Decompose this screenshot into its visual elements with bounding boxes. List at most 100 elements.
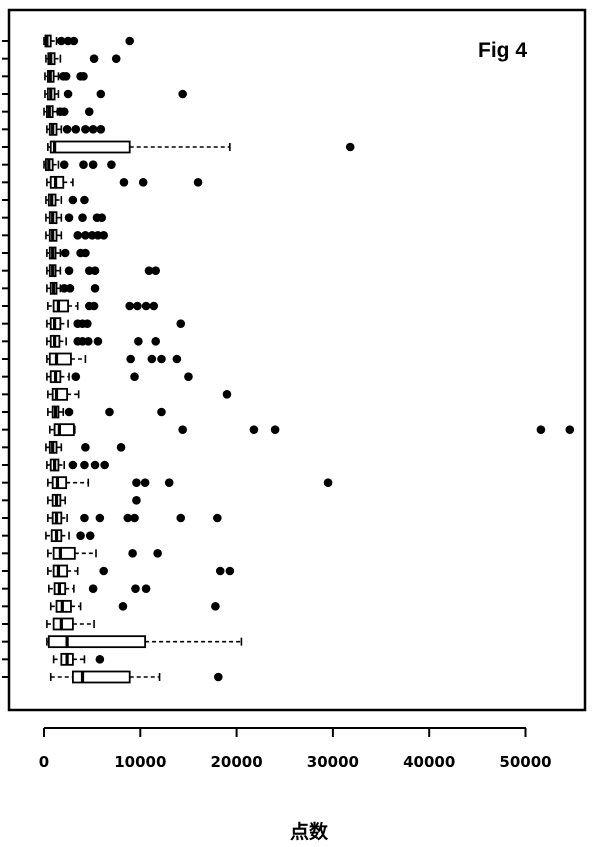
outlier-point [85, 531, 95, 540]
outlier-point [153, 549, 162, 558]
outlier-point [93, 337, 103, 346]
outlier-point [126, 354, 135, 364]
outlier-point [73, 231, 83, 240]
box-group [47, 546, 162, 560]
outlier-point [157, 407, 166, 417]
box-group [46, 617, 95, 631]
outlier-point [60, 248, 70, 258]
outlier-point [100, 460, 109, 470]
box [51, 476, 68, 490]
box-group [46, 334, 161, 348]
outlier-point [140, 478, 150, 487]
outlier-point [125, 36, 135, 46]
outlier-point [68, 195, 78, 205]
outlier-point [211, 602, 220, 611]
x-tick-label: 30000 [307, 753, 359, 771]
box [71, 670, 131, 684]
outlier-point [222, 390, 232, 399]
box [52, 546, 76, 560]
outlier-point [176, 319, 186, 328]
outlier-point [141, 584, 151, 593]
box-group [47, 564, 235, 578]
box-group [45, 529, 95, 543]
x-tick-label: 10000 [114, 753, 166, 771]
box-group [43, 34, 135, 48]
outlier-point [345, 142, 355, 152]
outlier-point [99, 566, 109, 576]
outlier-point [90, 460, 100, 470]
box-group [44, 87, 187, 101]
outlier-point [125, 301, 135, 311]
box [52, 564, 69, 578]
outlier-point [88, 584, 98, 593]
outlier-point [214, 672, 223, 682]
outlier-point [81, 125, 90, 134]
outlier-point [249, 425, 259, 434]
outlier-point [193, 178, 203, 187]
box-series [43, 34, 575, 684]
outlier-point [65, 284, 75, 293]
box [51, 387, 69, 401]
outlier-point [68, 460, 78, 470]
outlier-point [99, 231, 109, 240]
outlier-point [71, 372, 81, 381]
outlier-point [176, 513, 186, 523]
outlier-point [83, 319, 92, 328]
outlier-point [80, 460, 89, 470]
outlier-point [59, 107, 69, 116]
outlier-point [76, 531, 85, 540]
box-group [47, 511, 222, 525]
outlier-point [64, 266, 74, 275]
outlier-point [69, 36, 79, 46]
box [48, 352, 72, 366]
box [47, 635, 147, 649]
outlier-point [151, 266, 161, 275]
outlier-point [89, 301, 99, 311]
outlier-point [81, 248, 90, 258]
outlier-point [97, 213, 107, 222]
box-group [47, 299, 159, 313]
outlier-point [172, 354, 182, 364]
box-group [46, 317, 186, 331]
box-group [49, 670, 223, 684]
outlier-point [147, 354, 157, 364]
box-group [48, 582, 151, 596]
outlier-point [90, 266, 100, 275]
outlier-point [61, 72, 71, 81]
outlier-point [62, 125, 72, 134]
y-axis-ticks [2, 40, 9, 678]
box-group [48, 423, 575, 437]
box-group [43, 105, 94, 119]
outlier-point [123, 513, 133, 523]
outlier-point [116, 443, 126, 452]
box-group [46, 281, 100, 295]
outlier-point [81, 231, 90, 240]
box-group [47, 387, 232, 401]
box-group [46, 635, 243, 649]
outlier-point [149, 301, 159, 311]
outlier-point [132, 496, 141, 505]
outlier-point [80, 195, 89, 205]
outlier-point [151, 337, 161, 346]
x-tick-label: 40000 [403, 753, 455, 771]
outlier-point [130, 513, 139, 523]
x-tick-label: 50000 [499, 753, 551, 771]
box-group [45, 440, 126, 454]
outlier-point [71, 125, 81, 134]
box-group [47, 140, 355, 154]
box-group [47, 405, 166, 419]
outlier-point [81, 443, 90, 452]
box-group [45, 228, 109, 242]
outlier-point [83, 337, 93, 346]
box-group [47, 476, 333, 490]
box [53, 423, 75, 437]
outlier-point [78, 213, 87, 222]
box-group [45, 52, 121, 66]
outlier-point [178, 89, 187, 99]
outlier-point [90, 284, 100, 293]
outlier-point [79, 72, 88, 81]
outlier-point [157, 354, 166, 364]
box-group [47, 493, 141, 507]
outlier-point [215, 566, 225, 576]
